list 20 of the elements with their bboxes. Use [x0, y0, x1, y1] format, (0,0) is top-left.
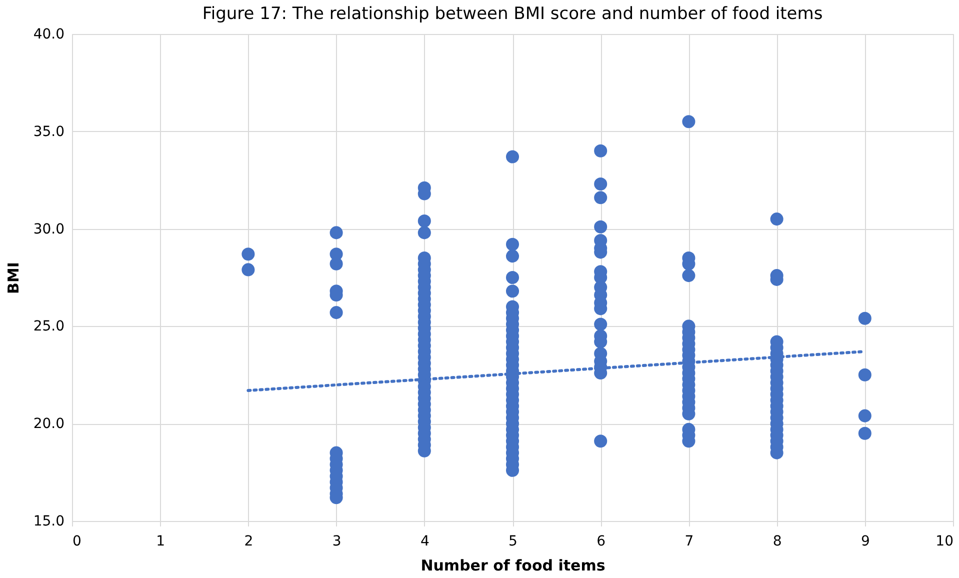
- y-tick-label: 40.0: [33, 26, 64, 42]
- x-axis-title: Number of food items: [420, 556, 606, 574]
- x-tick-label: 8: [772, 534, 782, 550]
- x-tick-label: 5: [508, 534, 518, 550]
- x-tick-label: 0: [72, 534, 82, 550]
- x-tick-label: 9: [860, 534, 870, 550]
- x-tick-label: 3: [332, 534, 342, 550]
- y-tick-label: 15.0: [33, 514, 64, 530]
- y-tick-label: 25.0: [33, 318, 64, 335]
- x-tick-label: 6: [596, 534, 606, 550]
- chart-title: Figure 17: The relationship between BMI score and number of food items: [202, 4, 823, 24]
- y-tick-label: 35.0: [33, 124, 64, 140]
- y-tick-label: 20.0: [33, 416, 64, 432]
- x-tick-label: 4: [420, 534, 430, 550]
- y-axis-title: BMI: [4, 262, 22, 294]
- x-tick-label: 10: [936, 534, 954, 550]
- x-tick-label: 7: [684, 534, 694, 550]
- x-tick-label: 2: [244, 534, 254, 550]
- y-tick-label: 30.0: [33, 221, 64, 238]
- x-tick-label: 1: [156, 534, 166, 550]
